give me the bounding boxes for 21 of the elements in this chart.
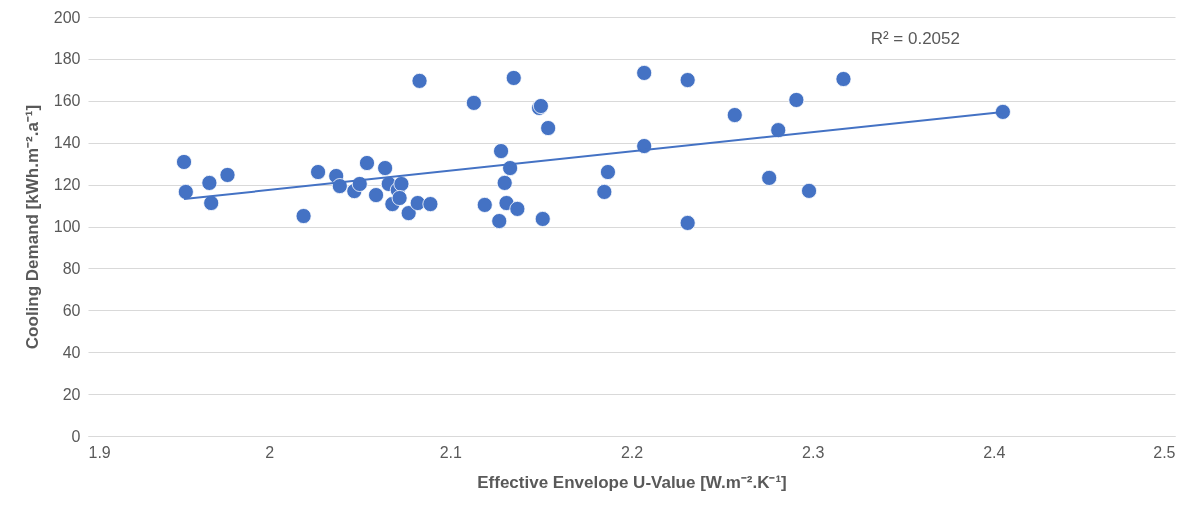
x-tick-label: 2.1 (439, 443, 463, 461)
y-tick-label: 200 (53, 8, 81, 26)
x-tick-label: 1.9 (88, 443, 111, 461)
x-tick-label: 2.5 (1153, 443, 1176, 461)
y-tick-label: 0 (71, 427, 81, 445)
x-tick-label: 2 (265, 443, 275, 461)
x-tick-label: 2.3 (802, 443, 825, 461)
y-tick-label: 180 (53, 50, 81, 68)
annotation: R² = 0.2052 (870, 29, 960, 48)
y-tick-label: 60 (62, 301, 81, 319)
y-tick-label: 40 (62, 343, 81, 361)
y-tick-label: 160 (53, 92, 81, 110)
y-tick-label: 80 (62, 259, 81, 277)
x-axis-title: Effective Envelope U-Value [W.m⁻².K⁻¹] (477, 472, 787, 492)
x-tick-label: 2.2 (620, 443, 644, 461)
y-tick-label: 100 (53, 218, 81, 235)
y-tick-label: 140 (53, 134, 81, 152)
x-tick-label: 2.4 (983, 443, 1006, 461)
y-axis-title: Cooling Demand [kWh.m⁻².a⁻¹] (22, 104, 42, 350)
y-tick-label: 120 (53, 176, 81, 194)
y-tick-label: 20 (62, 385, 81, 403)
